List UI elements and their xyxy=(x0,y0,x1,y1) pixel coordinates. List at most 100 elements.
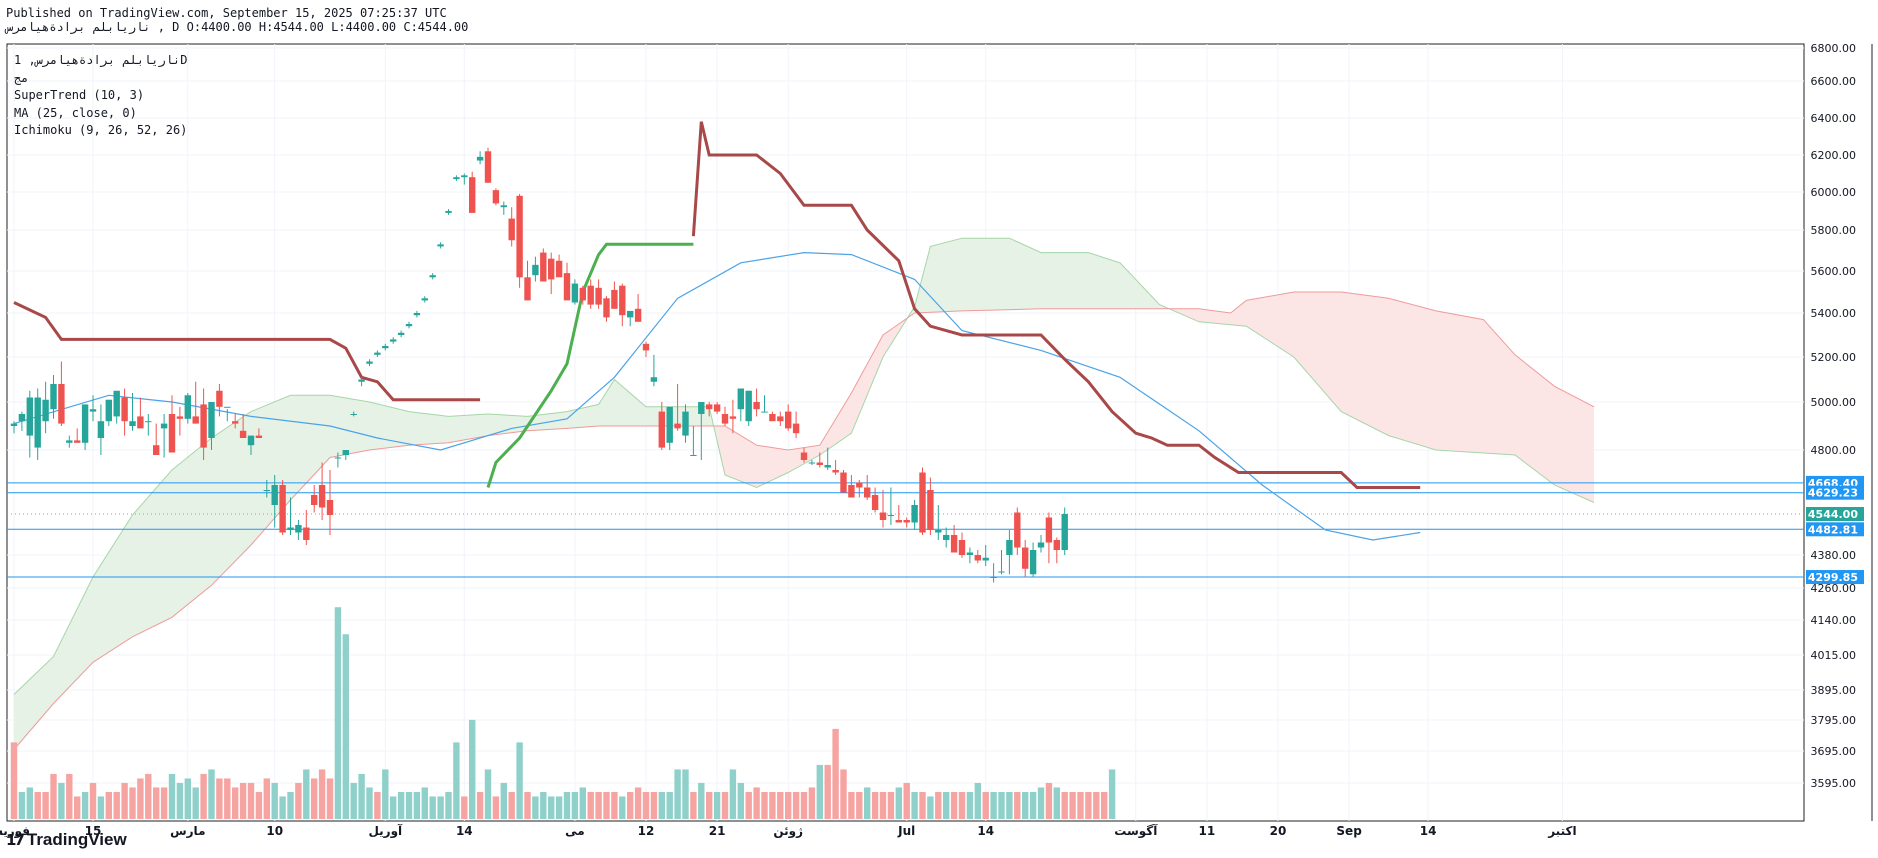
tradingview-logo-icon: 17 xyxy=(6,831,25,849)
legend-supertrend[interactable]: SuperTrend (10, 3) xyxy=(14,88,145,102)
volume-bar xyxy=(34,791,41,819)
candle xyxy=(469,171,476,213)
candle xyxy=(919,467,926,535)
legend-symbol[interactable]: ناریابلم برادةهیامرس, 1D xyxy=(14,53,188,67)
candle xyxy=(634,294,642,322)
volume-bar xyxy=(998,791,1005,819)
volume-bar xyxy=(405,791,413,819)
candle-body xyxy=(982,557,989,561)
price-tick-label: 3595.00 xyxy=(1811,777,1857,790)
candle xyxy=(34,388,41,460)
candle xyxy=(903,517,910,528)
volume-bar xyxy=(587,791,594,819)
volume-bar xyxy=(658,791,665,819)
volume-bar xyxy=(634,787,642,819)
volume-bar xyxy=(713,791,721,819)
time-tick-label: آوریل xyxy=(368,823,403,839)
volume-bar xyxy=(950,791,958,819)
candle xyxy=(958,532,966,558)
candle xyxy=(334,452,342,468)
candle-body xyxy=(579,287,586,301)
candle-body xyxy=(706,404,713,410)
candle-body xyxy=(318,485,326,508)
candle xyxy=(911,500,918,530)
candle xyxy=(761,395,768,413)
tradingview-brand[interactable]: 17 TradingView xyxy=(6,830,127,850)
candle-body xyxy=(753,402,760,410)
candle xyxy=(1014,507,1021,555)
candle-body xyxy=(650,377,658,382)
volume-bar xyxy=(524,791,531,819)
candle xyxy=(950,525,958,553)
candle-body xyxy=(137,416,144,429)
candle-body xyxy=(81,404,89,443)
volume-bar xyxy=(579,787,586,819)
volume-bar xyxy=(192,787,199,819)
candle-body xyxy=(1061,514,1068,550)
candle xyxy=(674,384,681,431)
legend-ma[interactable]: MA (25, close, 0) xyxy=(14,105,137,120)
candle xyxy=(666,406,673,450)
candle xyxy=(808,460,816,465)
volume-bar xyxy=(263,778,270,819)
candle-body xyxy=(603,298,610,318)
candle xyxy=(176,406,184,436)
candle-body xyxy=(832,470,839,473)
time-tick-label: مارس xyxy=(170,824,205,838)
volume-bar xyxy=(74,796,81,819)
candle-body xyxy=(50,384,57,410)
volume-bar xyxy=(1006,791,1013,819)
volume-bar xyxy=(982,791,989,819)
volume-bar xyxy=(105,791,112,819)
candle-body xyxy=(627,310,634,318)
candle xyxy=(413,310,421,318)
candle-body xyxy=(555,260,563,278)
volume-bar xyxy=(429,796,436,819)
price-tick-label: 6800.00 xyxy=(1811,42,1857,55)
candle-body xyxy=(619,285,626,316)
candle-body xyxy=(437,244,444,247)
volume-bar xyxy=(840,769,847,819)
candle-body xyxy=(745,390,752,422)
candle-body xyxy=(42,399,49,422)
candle-body xyxy=(682,411,689,436)
time-tick-label: 15 xyxy=(85,824,102,838)
candle-body xyxy=(97,421,105,438)
candle-body xyxy=(548,258,555,280)
candle xyxy=(326,470,334,535)
volume-bar xyxy=(603,791,610,819)
candle xyxy=(121,388,128,436)
candle-body xyxy=(571,283,579,303)
volume-bar xyxy=(484,769,492,819)
candle-body xyxy=(334,457,342,459)
legend-ichimoku[interactable]: Ichimoku (9, 26, 52, 26) xyxy=(14,123,188,137)
price-tick-label: 6400.00 xyxy=(1811,112,1857,125)
candle xyxy=(1037,535,1045,553)
price-tag-label: 4482.81 xyxy=(1808,523,1858,536)
candle xyxy=(998,550,1005,575)
candle xyxy=(232,414,239,429)
candle xyxy=(595,279,602,309)
candle xyxy=(168,395,176,453)
candle-body xyxy=(935,530,942,533)
volume-bar xyxy=(1014,791,1021,819)
candle xyxy=(848,475,855,498)
volume-bar xyxy=(761,791,768,819)
candle xyxy=(785,404,792,431)
volume-bar xyxy=(137,778,144,819)
candle-body xyxy=(990,577,997,578)
time-tick-label: اکتبر xyxy=(1547,824,1576,838)
candle xyxy=(824,447,831,470)
candle xyxy=(18,411,26,431)
candle xyxy=(113,390,120,424)
volume-bar xyxy=(66,773,73,819)
candle xyxy=(650,354,658,387)
volume-bar xyxy=(1077,791,1084,819)
candle-body xyxy=(129,421,136,426)
volume-bar xyxy=(10,742,18,819)
candle-body xyxy=(911,505,918,523)
candle xyxy=(532,256,539,282)
volume-bar xyxy=(958,791,966,819)
volume-bar xyxy=(832,728,839,819)
